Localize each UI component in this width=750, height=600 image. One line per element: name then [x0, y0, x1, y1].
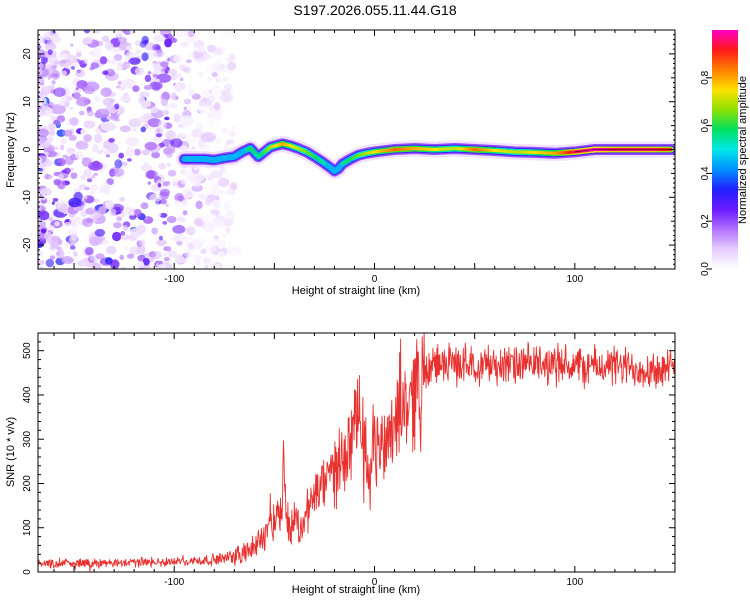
colorbar-tick-label: 0.6 — [700, 118, 711, 132]
x-tick-label: -100 — [164, 577, 184, 588]
y-tick-label: 300 — [22, 430, 33, 447]
snr-y-ticks: 0 100 200 300 400 500 — [22, 332, 675, 575]
colorbar-tick-label: 0.8 — [700, 70, 711, 84]
y-tick-label: -10 — [22, 190, 33, 205]
colorbar-ticks: 0.0 0.2 0.4 0.6 0.8 — [700, 70, 712, 276]
colorbar-tick-label: 0.4 — [700, 166, 711, 180]
y-tick-label: 20 — [22, 48, 33, 60]
x-tick-label: 0 — [372, 274, 378, 285]
colorbar-gradient — [712, 30, 738, 269]
spectrogram-y-ticks: -20 -10 0 10 20 — [22, 29, 675, 270]
snr-x-ticks: -100 0 100 — [53, 333, 676, 588]
snr-x-label: Height of straight line (km) — [292, 584, 420, 596]
colorbar: 0.0 0.2 0.4 0.6 0.8 Normalized spectral ampl… — [700, 30, 749, 276]
chart-title: S197.2026.055.11.44.G18 — [293, 2, 457, 18]
y-tick-label: 0 — [22, 569, 33, 575]
snr-panel: -100 0 100 0 100 200 300 400 500 Height of stra… — [5, 332, 676, 596]
x-tick-label: 0 — [372, 577, 378, 588]
snr-y-label: SNR (10 * v/v) — [5, 417, 17, 487]
colorbar-tick-label: 0.2 — [700, 214, 711, 228]
y-tick-label: 100 — [22, 519, 33, 536]
spectrogram-ridge — [176, 135, 675, 179]
colorbar-tick-label: 0.0 — [700, 262, 711, 276]
spectrogram-x-ticks: -100 0 100 — [53, 30, 676, 285]
spectrogram-x-label: Height of straight line (km) — [292, 285, 420, 297]
y-tick-label: 10 — [22, 96, 33, 108]
spectrogram-noise — [38, 30, 242, 269]
y-tick-label: 200 — [22, 475, 33, 492]
x-tick-label: 100 — [566, 577, 583, 588]
snr-series-line — [38, 333, 675, 572]
x-tick-label: 100 — [566, 274, 583, 285]
y-tick-label: 400 — [22, 386, 33, 403]
x-tick-label: -100 — [164, 274, 184, 285]
y-tick-label: 0 — [22, 146, 33, 152]
y-tick-label: 500 — [22, 342, 33, 359]
y-tick-label: -20 — [22, 237, 33, 252]
colorbar-label: Normalized spectral amplitude — [737, 76, 749, 224]
spectrogram-y-label: Frequency (Hz) — [5, 112, 17, 188]
